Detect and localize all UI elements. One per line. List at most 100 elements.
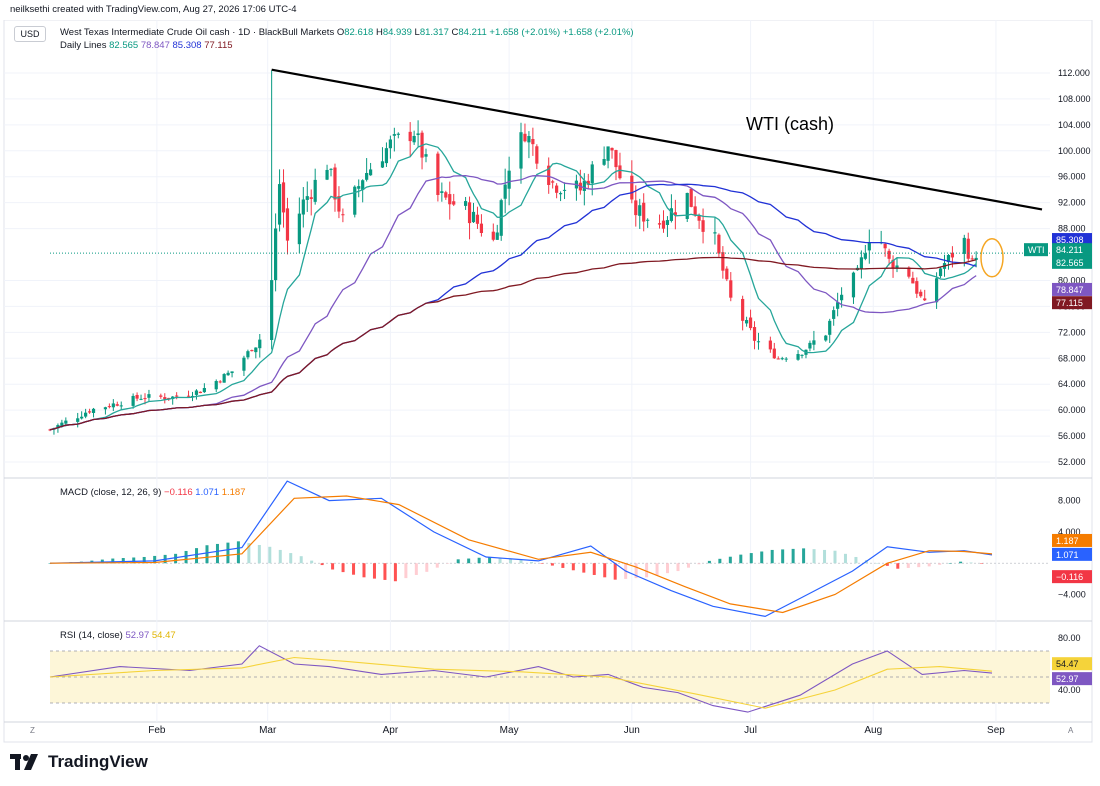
- candle-body: [919, 291, 923, 297]
- candle-body: [64, 420, 68, 424]
- candle-body: [887, 250, 891, 259]
- daily-lines-label: Daily Lines: [60, 40, 107, 51]
- candle-body: [479, 223, 484, 234]
- rsi-axis-label: 54.47: [1056, 659, 1079, 669]
- macd-hist-bar: [477, 557, 481, 564]
- axes: 112.000 108.000 104.000 100.000 96.000 92.000…: [30, 68, 1092, 736]
- price-tick-label: 72.000: [1058, 327, 1086, 337]
- macd-hist-bar: [592, 563, 596, 575]
- candle-body: [665, 220, 670, 225]
- candle-body: [329, 168, 333, 170]
- macd-hist-bar: [550, 563, 554, 566]
- macd-hist-bar: [488, 556, 492, 564]
- price-axis-label: 85.308: [1056, 235, 1084, 245]
- candle-body: [523, 133, 527, 142]
- macd-series-signal: [49, 495, 993, 614]
- macd-hist-value: −0.116: [164, 487, 193, 498]
- macd-hist-bar: [906, 563, 910, 568]
- macd-hist-bar: [645, 563, 649, 578]
- macd-hist-bar: [257, 544, 261, 564]
- candle-body: [416, 133, 420, 135]
- candle-body: [950, 252, 955, 258]
- chart-border: [3, 20, 1093, 743]
- macd-hist-bar: [153, 555, 157, 564]
- candle-body: [784, 358, 788, 360]
- high-value: 84.939: [382, 27, 412, 38]
- candle-body: [444, 192, 448, 198]
- rsi-label-bg: [1052, 657, 1092, 671]
- rsi-value: 52.97: [125, 630, 150, 641]
- macd-hist-bar: [603, 563, 607, 578]
- macd-hist-bar: [362, 563, 366, 578]
- candle-body: [859, 257, 863, 269]
- macd-hist-bar: [561, 563, 565, 568]
- candle-body: [333, 167, 337, 200]
- candle-body: [175, 395, 179, 397]
- ma3-value: 85.308: [172, 40, 202, 51]
- candle-body: [519, 132, 523, 169]
- rsi-tick-label: 80.00: [1058, 633, 1081, 643]
- candle-body: [412, 135, 416, 143]
- candle-body: [384, 148, 389, 164]
- candle-body: [230, 371, 234, 374]
- candle-body: [131, 395, 135, 406]
- candle-body: [721, 252, 725, 271]
- candle-body: [242, 357, 246, 371]
- price-axis-label: 84.211: [1056, 245, 1083, 255]
- candle-body: [590, 164, 594, 184]
- candle-body: [602, 159, 606, 165]
- month-label: Jun: [624, 725, 640, 736]
- candle-body: [436, 153, 440, 196]
- candle-body: [780, 358, 784, 360]
- price-tick-label: 52.000: [1058, 457, 1086, 467]
- macd-signal-value: 1.187: [221, 487, 246, 498]
- candle-body: [748, 317, 753, 329]
- rsi-pane: [49, 645, 1050, 713]
- symbol-tag-bg: [1024, 243, 1048, 257]
- rsi-legend: RSI (14, close) 52.97 54.47: [60, 630, 176, 641]
- macd-hist-bar: [456, 559, 460, 564]
- candle-body: [562, 189, 567, 191]
- candle-body: [646, 219, 650, 221]
- candle-body: [551, 181, 555, 183]
- instrument-title: West Texas Intermediate Crude Oil cash ·…: [60, 27, 335, 38]
- candle-body: [713, 232, 717, 234]
- candle-body: [867, 242, 871, 251]
- rsi-ma-value: 54.47: [151, 630, 176, 641]
- currency-button[interactable]: USD: [14, 26, 46, 42]
- macd-hist-bar: [885, 563, 889, 566]
- candle-body: [309, 197, 313, 199]
- candle-body: [701, 220, 705, 232]
- candle-body: [254, 347, 258, 353]
- candle-body: [270, 280, 274, 341]
- macd-hist-bar: [174, 553, 178, 564]
- candle-body: [467, 202, 472, 224]
- month-label: Feb: [148, 725, 166, 736]
- candle-body: [281, 182, 286, 213]
- candle-body: [305, 196, 309, 200]
- candle-body: [895, 265, 899, 269]
- price-axis-label: 77.115: [1056, 298, 1083, 308]
- candle-body: [277, 184, 282, 225]
- candle-body: [610, 147, 614, 151]
- resistance-trendline: [271, 68, 1043, 211]
- candle-body: [388, 139, 392, 149]
- chart-canvas[interactable]: WTI (cash) 112.000 108.000 104.000 100.000 9…: [0, 20, 1100, 765]
- candle-body: [503, 184, 507, 199]
- candle-body: [167, 397, 171, 399]
- price-axis-label: 82.565: [1056, 258, 1084, 268]
- candle-body: [808, 342, 812, 349]
- highlight-circle: [980, 238, 1004, 278]
- macd-hist-bar: [383, 563, 387, 580]
- candle-body: [222, 374, 226, 383]
- candle-body: [285, 208, 290, 241]
- candle-body: [471, 211, 476, 223]
- macd-hist-bar: [195, 548, 199, 564]
- candle-body: [76, 418, 80, 422]
- candle-body: [729, 280, 733, 298]
- macd-hist-bar: [121, 558, 125, 564]
- macd-hist-bar: [320, 563, 324, 566]
- open-value: 82.618: [344, 27, 374, 38]
- price-tick-label: 112.000: [1058, 68, 1090, 78]
- candle-body: [547, 165, 551, 185]
